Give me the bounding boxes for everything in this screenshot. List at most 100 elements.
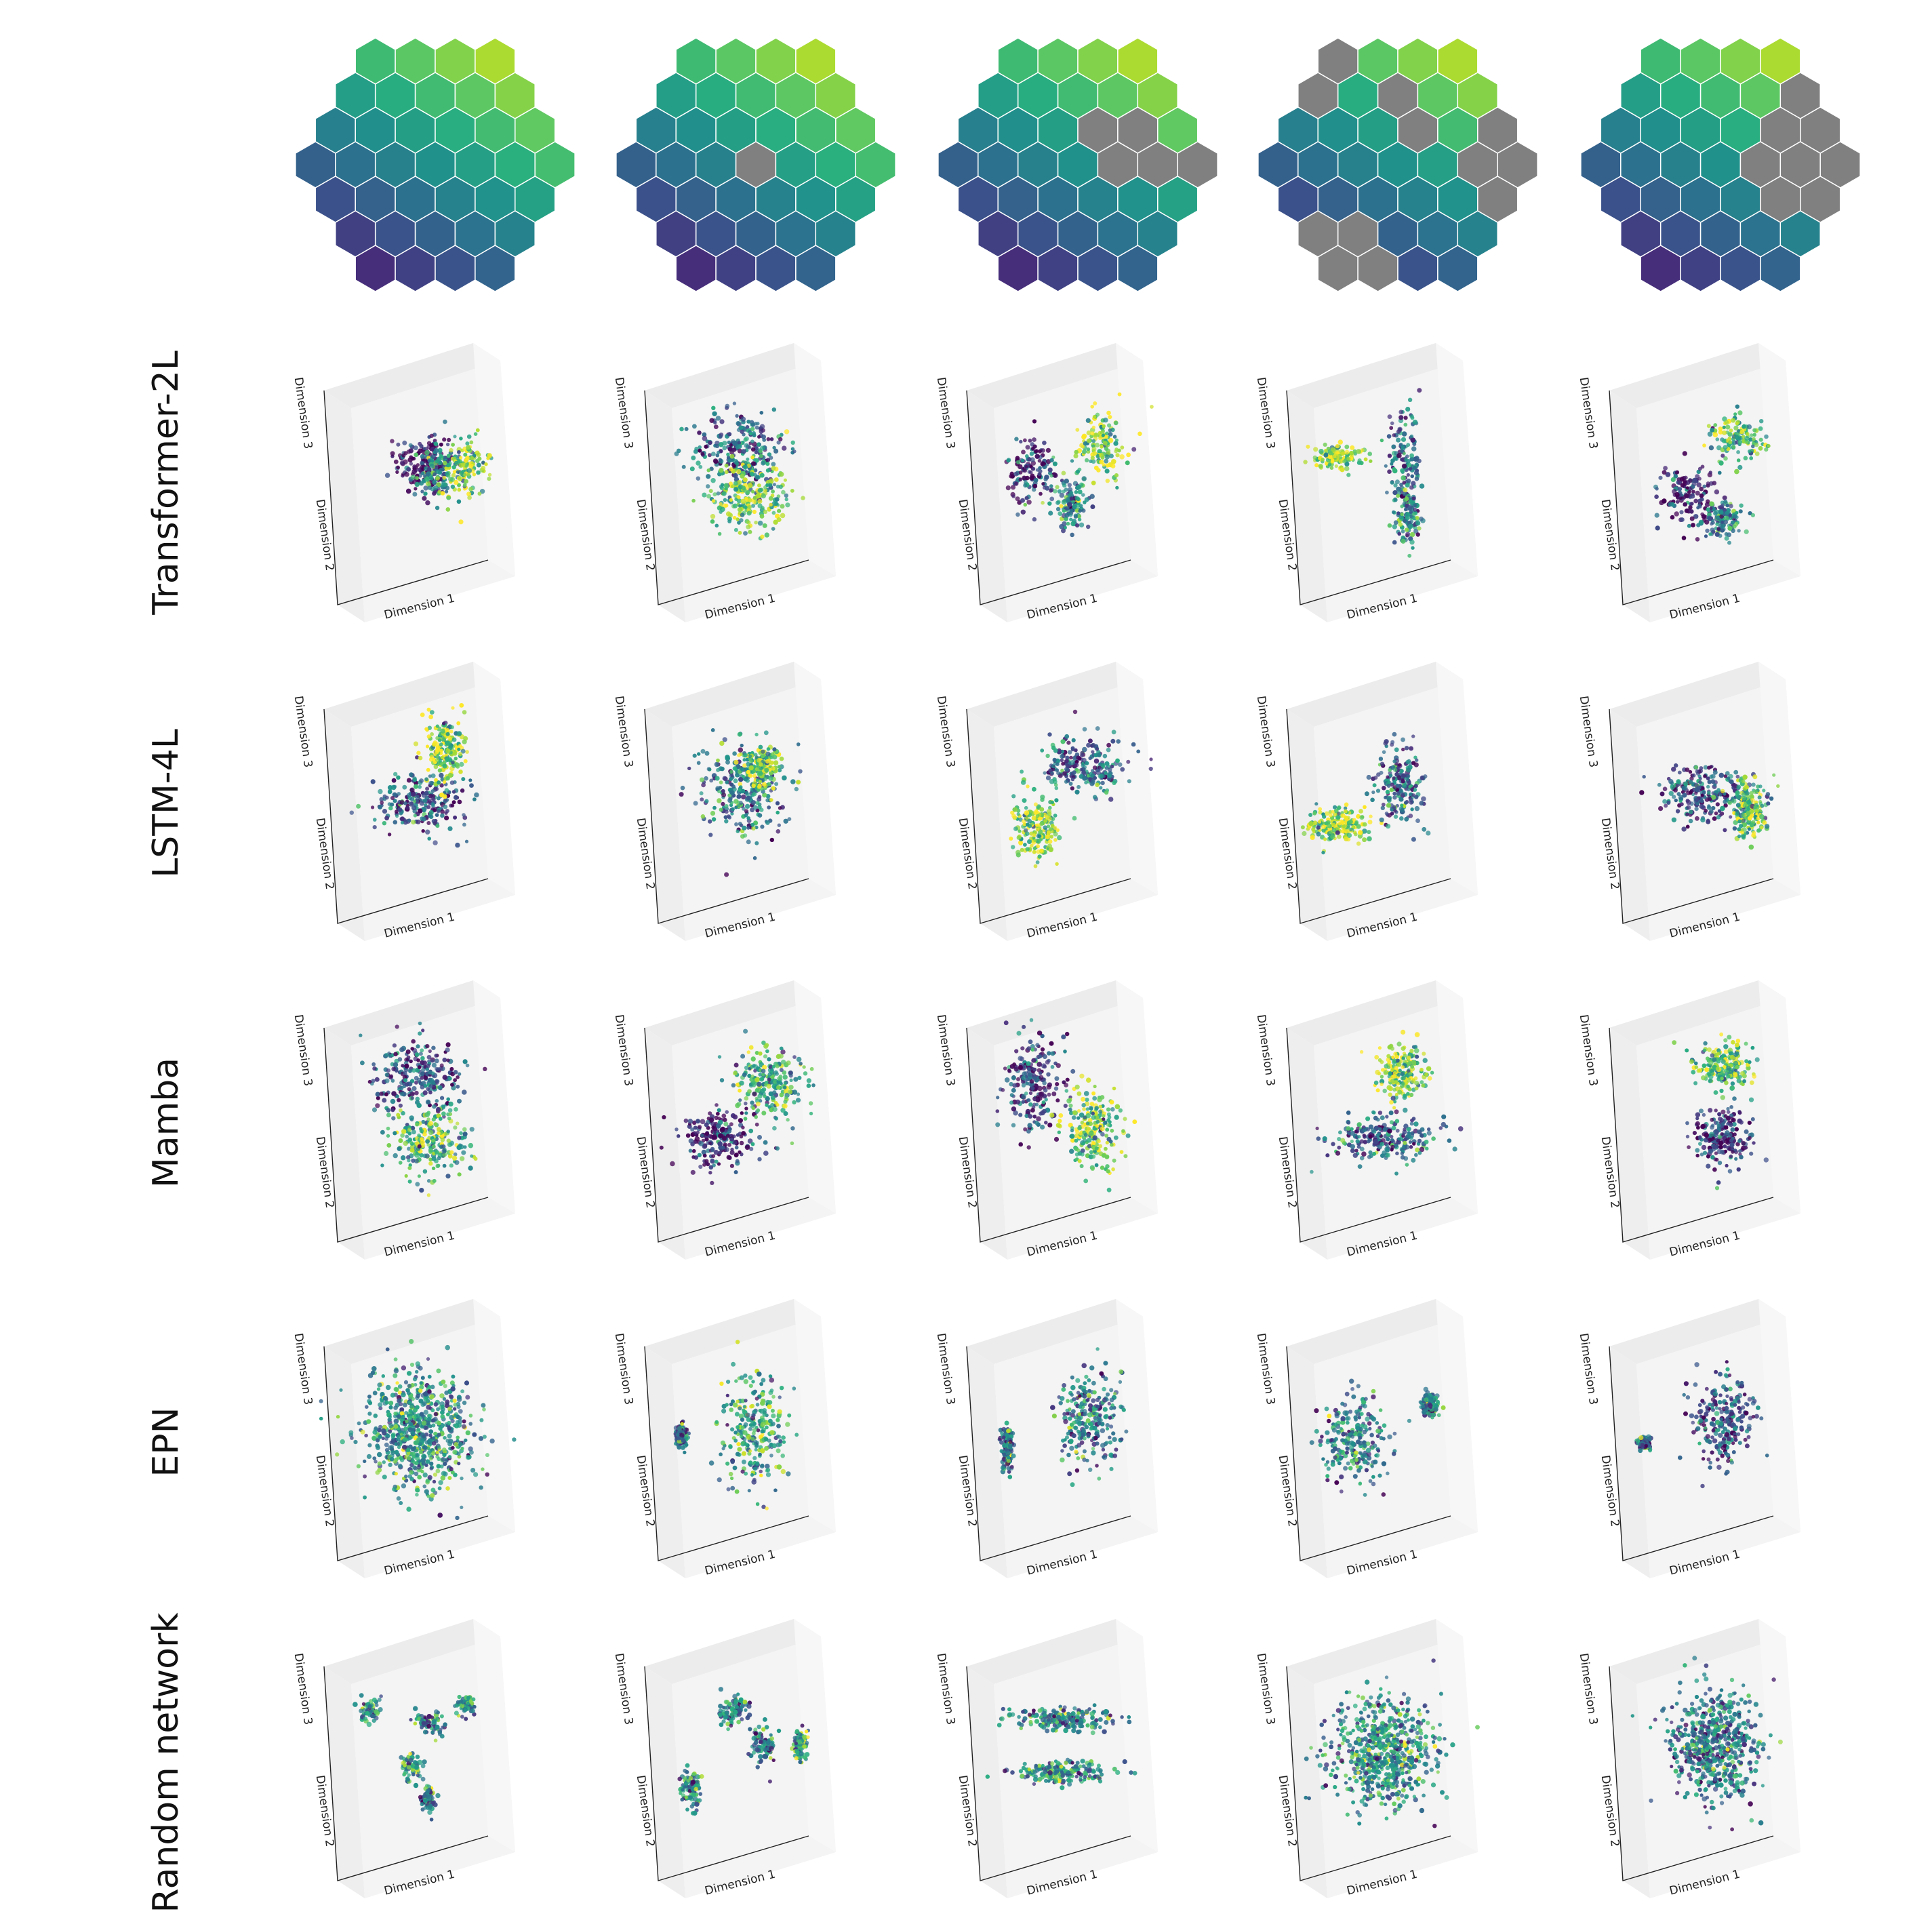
scatter-point [406,778,411,783]
scatter-point [409,1115,414,1121]
scatter-point [1077,517,1082,522]
scatter-point [763,1140,768,1145]
scatter-point [380,1163,384,1167]
scatter-point [711,405,716,410]
scatter-point [700,797,704,802]
scatter-point [738,788,742,792]
scatter-point [704,751,710,756]
scatter-point [1032,833,1037,838]
scatter-point [1308,820,1314,826]
scatter-point [1685,824,1690,829]
scatter-point [736,468,742,475]
scatter-point [763,488,767,493]
scatter-point [435,747,441,753]
scatter-point [1053,814,1058,818]
scatter-point [472,797,477,801]
scatter-point [1105,479,1110,483]
scatter-point [1723,445,1728,450]
scatter-point [435,1079,439,1083]
scatter-point [431,1166,436,1170]
scatter-point [408,448,414,454]
scatter-point [1409,499,1413,504]
top-pane [324,343,500,408]
scatter-point [1111,729,1116,735]
scatter-point [1032,517,1037,522]
axis-label-z: Dimension 3 [1577,695,1601,768]
scatter-point [1392,732,1397,737]
scatter-point [432,491,437,496]
scatter-point [1733,412,1737,416]
scatter-point [659,1145,664,1150]
scatter-point [1413,503,1418,508]
scatter-point [1759,814,1765,820]
scatter-point [1088,756,1092,761]
scatter-point [432,742,437,746]
scatter-point [1748,449,1752,454]
scatter-point [1072,816,1077,821]
scatter-point [1106,410,1111,416]
scatter-point [746,511,752,516]
scatter-point [1104,790,1109,795]
scatter-point [1314,463,1319,468]
scatter-point [458,769,463,774]
scatter-point [1714,532,1720,537]
scatter-point [1093,758,1100,764]
scatter-point [715,443,720,448]
scatter-point [1314,802,1319,806]
scatter-point [772,755,778,760]
scatter-point [428,1148,433,1153]
scatter-point [418,1031,422,1036]
scatter-point [393,1131,397,1136]
scatter-point [1398,763,1402,767]
scatter-point [1724,532,1729,536]
scatter-point [441,1148,447,1154]
scatter-point [1691,773,1696,778]
scatter-point [1386,434,1392,439]
scatter-point [732,515,737,520]
scatter-point [1340,467,1345,473]
scatter-point [1048,511,1053,516]
scatter-point [419,481,424,486]
scatter-point [1367,452,1372,456]
scatter-point [765,468,770,473]
scatter-point [1674,492,1680,498]
scatter-point [1723,500,1728,504]
scatter-point [740,498,746,504]
scatter-point [757,757,762,763]
scatter-point [1311,827,1316,832]
scatter-point [706,494,711,499]
scatter-point [1041,482,1045,486]
scatter-point [1392,468,1398,474]
scatter-point [711,817,717,822]
scatter-point [1108,432,1113,437]
scatter-point [761,434,766,439]
scatter-point [1060,753,1065,759]
scatter-point [1385,789,1390,795]
scatter-point [1689,809,1693,814]
scatter-point [398,1138,403,1143]
scatter-point [757,435,761,439]
scatter-point [1729,815,1733,819]
scatter-point [1722,495,1727,500]
scatter-point [719,807,723,812]
scatter-point [407,1137,412,1142]
scatter-point [729,498,733,502]
scatter-point [424,777,428,782]
scatter-point [386,1068,390,1073]
scatter-point [440,755,444,760]
scatter-point [1327,462,1332,467]
scatter-point [416,819,421,824]
scatter-point [1020,458,1025,463]
scatter-point [1043,819,1047,823]
scatter-point [1706,424,1711,428]
scatter-point [1027,457,1032,462]
scatter-point [415,1182,420,1187]
scatter-point [459,703,464,708]
scatter-point [1060,758,1064,763]
scatter-point [723,483,729,488]
scatter-point [1006,458,1011,462]
scatter-point [409,1091,415,1096]
scatter-point [424,1112,430,1117]
